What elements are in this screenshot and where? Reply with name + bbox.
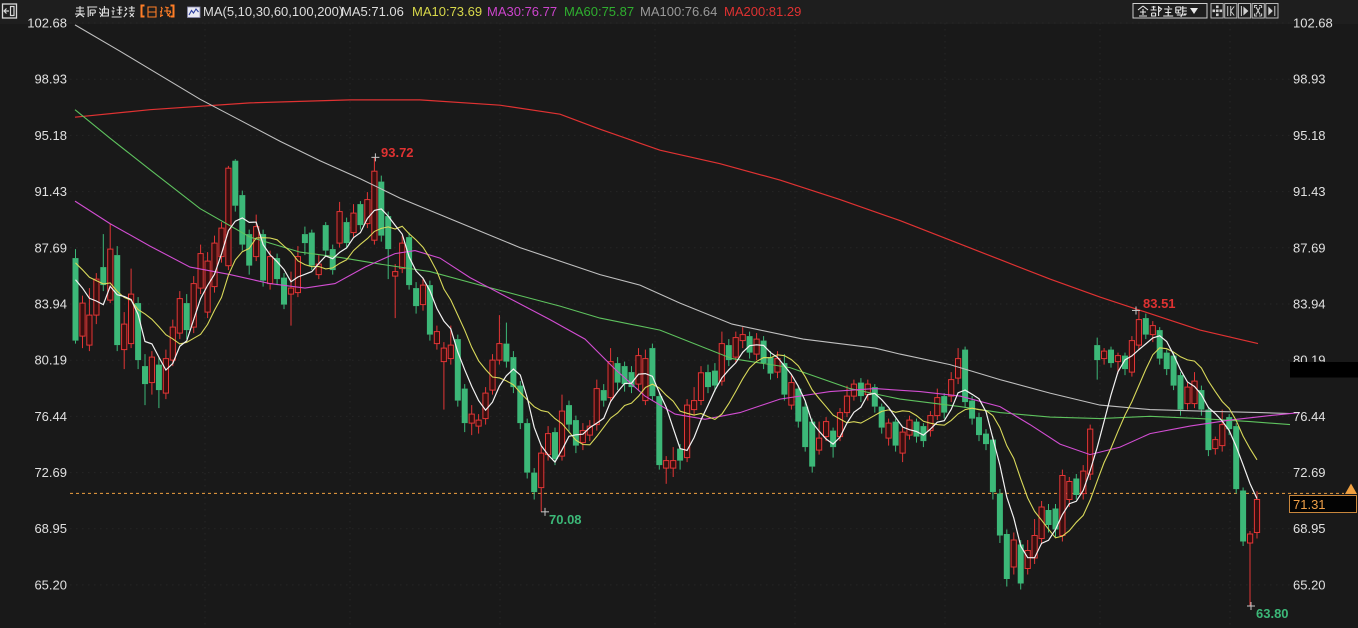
svg-text:MA5:71.06: MA5:71.06	[341, 4, 404, 19]
svg-text:72.69: 72.69	[1293, 465, 1326, 480]
svg-text:98.93: 98.93	[34, 72, 67, 87]
svg-text:83.94: 83.94	[34, 297, 67, 312]
svg-text:MA100:76.64: MA100:76.64	[640, 4, 717, 19]
svg-text:76.44: 76.44	[34, 409, 67, 424]
svg-text:72.69: 72.69	[34, 465, 67, 480]
svg-text:MA200:81.29: MA200:81.29	[724, 4, 801, 19]
svg-text:102.68: 102.68	[1293, 16, 1333, 31]
svg-text:MA10:73.69: MA10:73.69	[412, 4, 482, 19]
svg-text:95.18: 95.18	[1293, 128, 1326, 143]
svg-text:65.20: 65.20	[1293, 577, 1326, 592]
svg-text:98.93: 98.93	[1293, 72, 1326, 87]
svg-text:63.80: 63.80	[1256, 606, 1289, 621]
svg-text:MA(5,10,30,60,100,200): MA(5,10,30,60,100,200)	[203, 4, 343, 19]
svg-text:87.69: 87.69	[1293, 240, 1326, 255]
svg-text:102.68: 102.68	[27, 16, 67, 31]
svg-text:76.44: 76.44	[1293, 409, 1326, 424]
svg-text:95.18: 95.18	[34, 128, 67, 143]
svg-text:87.69: 87.69	[34, 240, 67, 255]
svg-text:68.95: 68.95	[1293, 521, 1326, 536]
svg-text:80.19: 80.19	[34, 353, 67, 368]
svg-text:71.31: 71.31	[1293, 497, 1326, 512]
svg-text:68.95: 68.95	[34, 521, 67, 536]
svg-text:83.51: 83.51	[1143, 296, 1176, 311]
svg-text:MA30:76.77: MA30:76.77	[487, 4, 557, 19]
svg-text:91.43: 91.43	[34, 184, 67, 199]
svg-text:83.94: 83.94	[1293, 297, 1326, 312]
svg-text:70.08: 70.08	[549, 512, 582, 527]
svg-text:93.72: 93.72	[381, 145, 414, 160]
svg-text:65.20: 65.20	[34, 577, 67, 592]
svg-text:91.43: 91.43	[1293, 184, 1326, 199]
svg-text:MA60:75.87: MA60:75.87	[564, 4, 634, 19]
